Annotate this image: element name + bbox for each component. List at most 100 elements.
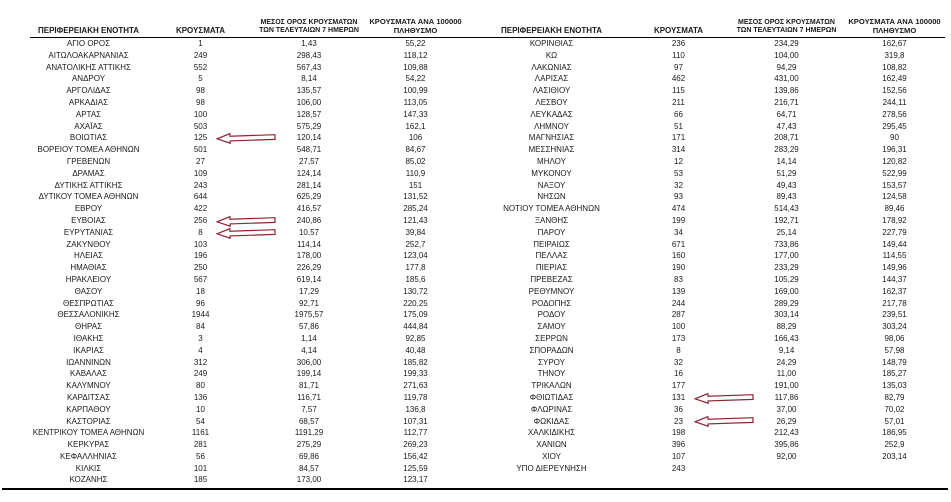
per100k-cell: 199,33	[403, 369, 428, 379]
per100k-cell	[841, 463, 948, 475]
avg7-cell: 283,29	[774, 145, 799, 155]
cases-cell: 236	[671, 39, 686, 48]
avg7-cell: 733,86	[774, 239, 799, 249]
cases-cell: 136	[193, 392, 208, 402]
cases-cell: 474	[671, 204, 686, 214]
per100k-cell: 148,79	[882, 357, 907, 367]
per100k-cell: 153,57	[882, 180, 907, 190]
per100k-cell: 177,8	[405, 263, 426, 273]
column-header-per100k: ΚΡΟΥΣΜΑΤΑ ΑΝΑ 100000 ΠΛΗΘΥΣΜΟ	[364, 8, 467, 38]
cases-cell: 462	[671, 74, 686, 84]
cases-cell: 98	[196, 86, 205, 96]
region-cell: ΑΝΑΤΟΛΙΚΗΣ ΑΤΤΙΚΗΣ	[46, 62, 131, 72]
table-row: ΚΩ 110 104,00 319,8	[478, 50, 948, 62]
avg7-cell: 89,43	[776, 192, 797, 202]
cases-cell: 97	[674, 62, 683, 72]
region-cell: ΣΠΟΡΑΔΩΝ	[529, 345, 574, 355]
table-row: ΘΗΡΑΣ 84 57,86 444,84	[30, 321, 467, 333]
per100k-cell: 186,95	[882, 428, 907, 438]
table-row: ΗΛΕΙΑΣ 196 178,00 123,04	[30, 250, 467, 262]
per100k-cell: 239,51	[882, 310, 907, 320]
cases-cell: 100	[193, 109, 208, 119]
table-row: ΔΡΑΜΑΣ 109 124,14 110,9	[30, 168, 467, 180]
per100k-cell: 124,58	[882, 192, 907, 202]
region-cell: ΑΧΑΪΑΣ	[74, 121, 103, 131]
avg7-cell: 114,14	[297, 239, 321, 249]
region-cell: ΜΥΚΟΝΟΥ	[531, 168, 572, 178]
cases-cell: 671	[671, 239, 686, 249]
table-row: ΠΡΕΒΕΖΑΣ 83 105,29 144,37	[478, 274, 948, 286]
table-row: ΞΑΝΘΗΣ 199 192,71 178,92	[478, 215, 948, 227]
avg7-cell: 68,57	[298, 416, 320, 426]
per100k-cell: 82,79	[884, 392, 905, 402]
per100k-cell: 175,09	[403, 310, 428, 320]
region-cell: ΤΗΝΟΥ	[537, 369, 566, 379]
table-row: ΛΕΥΚΑΔΑΣ 66 64,71 278,56	[478, 109, 948, 121]
cases-cell: 66	[674, 109, 683, 119]
column-header-region: ΠΕΡΙΦΕΡΕΙΑΚΗ ΕΝΟΤΗΤΑ	[500, 26, 603, 35]
table-row: ΧΑΛΚΙΔΙΚΗΣ 198 212,43 186,95	[478, 427, 948, 439]
table-row: ΒΟΡΕΙΟΥ ΤΟΜΕΑ ΑΘΗΝΩΝ 501 548,71 84,67	[30, 144, 467, 156]
region-cell: ΚΕΝΤΡΙΚΟΥ ΤΟΜΕΑ ΑΘΗΝΩΝ	[32, 428, 145, 438]
avg7-cell: 92,71	[298, 298, 320, 308]
region-cell: ΚΕΡΚΥΡΑΣ	[67, 440, 110, 450]
region-cell: ΧΑΝΙΩΝ	[536, 440, 567, 450]
column-header-avg7-line2: ΤΩΝ ΤΕΛΕΥΤΑΙΩΝ 7 ΗΜΕΡΩΝ	[259, 27, 359, 34]
cases-cell: 131	[625, 392, 754, 404]
table-row: ΦΘΙΩΤΙΔΑΣ 131 117,86 82,79	[478, 392, 948, 404]
avg7-cell: 14,14	[776, 156, 797, 166]
per100k-cell: 55,22	[405, 39, 426, 48]
cases-cell: 32	[674, 357, 683, 367]
avg7-cell: 105,29	[774, 274, 799, 284]
per100k-cell: 185,6	[405, 274, 426, 284]
per100k-cell: 100,99	[403, 86, 428, 96]
per100k-cell: 57,98	[884, 345, 905, 355]
region-cell: ΑΓΙΟ ΟΡΟΣ	[66, 39, 111, 48]
cases-cell: 4	[198, 345, 203, 355]
table-row: ΧΑΝΙΩΝ 396 395,86 252,9	[478, 439, 948, 451]
region-cell: ΒΟΡΕΙΟΥ ΤΟΜΕΑ ΑΘΗΝΩΝ	[37, 145, 140, 155]
cases-cell: 83	[674, 274, 683, 284]
region-cell: ΑΡΚΑΔΙΑΣ	[68, 97, 109, 107]
region-cell: ΜΗΛΟΥ	[537, 156, 566, 166]
region-cell: ΚΟΖΑΝΗΣ	[69, 475, 108, 485]
cases-cell: 249	[193, 369, 208, 379]
cases-cell: 100	[671, 322, 686, 332]
avg7-cell: 104,00	[774, 50, 799, 60]
cases-cell: 249	[193, 50, 208, 60]
region-cell: ΛΕΣΒΟΥ	[535, 97, 568, 107]
avg7-cell: 64,71	[776, 109, 797, 119]
table-row: ΚΑΛΥΜΝΟΥ 80 81,71 271,63	[30, 380, 467, 392]
per100k-cell: 119,78	[403, 392, 428, 402]
table-row: ΑΝΑΤΟΛΙΚΗΣ ΑΤΤΙΚΗΣ 552 567,43 109,88	[30, 62, 467, 74]
table-row: ΑΡΤΑΣ 100 128,57 147,33	[30, 109, 467, 121]
avg7-cell: 128,57	[296, 109, 322, 119]
cases-cell: 501	[193, 145, 208, 155]
avg7-cell: 135,57	[296, 86, 322, 96]
table-row: ΠΑΡΟΥ 34 25,14 227,79	[478, 227, 948, 239]
region-cell: ΔΥΤΙΚΟΥ ΤΟΜΕΑ ΑΘΗΝΩΝ	[38, 192, 139, 202]
table-row: ΤΡΙΚΑΛΩΝ 177 191,00 135,03	[478, 380, 948, 392]
avg7-cell: 94,29	[776, 62, 797, 72]
column-header-avg7-line1: ΜΕΣΟΣ ΟΡΟΣ ΚΡΟΥΣΜΑΤΩΝ	[260, 19, 358, 26]
cases-cell: 96	[196, 298, 205, 308]
cases-cell: 98	[196, 97, 205, 107]
per100k-cell: 303,24	[882, 322, 907, 332]
table-row: ΔΥΤΙΚΗΣ ΑΤΤΙΚΗΣ 243 281,14 151	[30, 180, 467, 192]
bottom-rule	[2, 488, 948, 490]
table-row: ΣΥΡΟΥ 32 24,29 148,79	[478, 357, 948, 369]
avg7-cell: 4,14	[301, 345, 317, 355]
per100k-cell: 185,82	[403, 357, 428, 367]
avg7-cell: 208,71	[774, 133, 799, 143]
table-row: ΝΑΞΟΥ 32 49,43 153,57	[478, 180, 948, 192]
cases-cell: 10	[196, 404, 205, 414]
region-cell: ΝΟΤΙΟΥ ΤΟΜΕΑ ΑΘΗΝΩΝ	[503, 204, 600, 214]
cases-cell: 250	[193, 263, 208, 273]
table-row: ΚΑΒΑΛΑΣ 249 199,14 199,33	[30, 368, 467, 380]
per100k-cell: 118,12	[403, 50, 428, 60]
table-row: ΙΩΑΝΝΙΝΩΝ 312 306,00 185,82	[30, 357, 467, 369]
table-row: ΑΧΑΪΑΣ 503 575,29 162,1	[30, 121, 467, 133]
cases-cell: 110	[672, 50, 685, 60]
region-cell: ΙΩΑΝΝΙΝΩΝ	[66, 357, 111, 367]
